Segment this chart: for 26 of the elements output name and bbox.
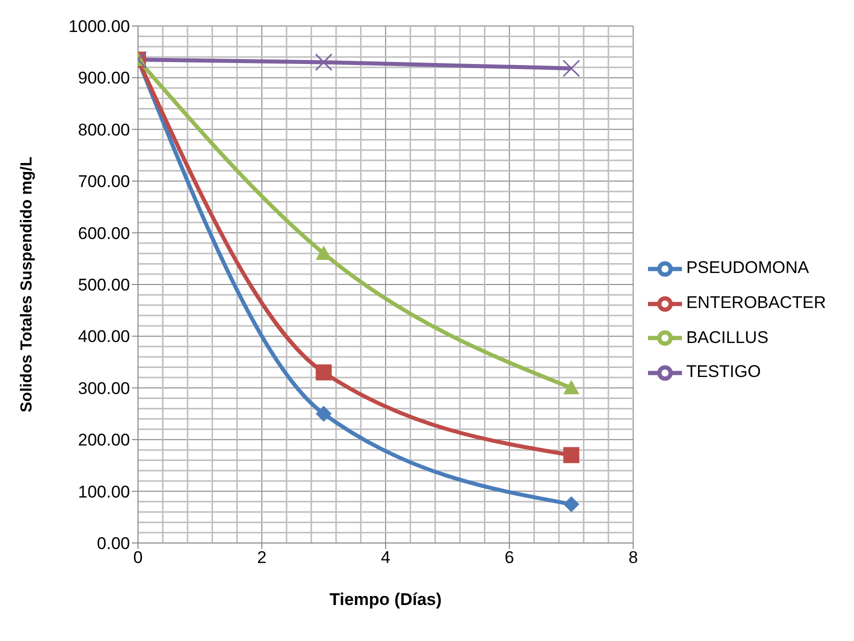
y-tick-label: 900.00 (78, 68, 130, 88)
y-tick-label: 800.00 (78, 120, 130, 140)
point (563, 496, 580, 512)
y-tick-label: 600.00 (78, 224, 130, 243)
legend-label: TESTIGO (686, 362, 761, 382)
x-tick-label: 8 (628, 548, 638, 568)
x-tick-label: 4 (380, 548, 390, 568)
point (563, 380, 580, 394)
y-tick-label: 700.00 (78, 172, 130, 192)
point (563, 447, 580, 464)
x-tick-label: 6 (504, 548, 514, 568)
legend-label: BACILLUS (686, 328, 768, 346)
y-tick-label: 100.00 (78, 482, 130, 502)
point (562, 60, 580, 78)
legend-label: ENTEROBACTER (686, 292, 826, 312)
y-tick-label: 400.00 (78, 327, 130, 346)
x-axis-title: Tiempo (Días) (330, 590, 442, 609)
y-axis-title: Solidos Totales Suspendido mg/L (18, 156, 36, 412)
y-tick-label: 300.00 (78, 378, 130, 398)
x-tick-label: 0 (133, 548, 143, 568)
y-tick-label: 1000.00 (68, 17, 130, 36)
x-tick-label: 2 (257, 548, 267, 568)
legend-label: PSEUDOMONA (686, 258, 809, 278)
y-tick-label: 0.00 (96, 534, 130, 554)
y-tick-label: 500.00 (78, 276, 130, 295)
y-tick-label: 200.00 (78, 430, 130, 450)
